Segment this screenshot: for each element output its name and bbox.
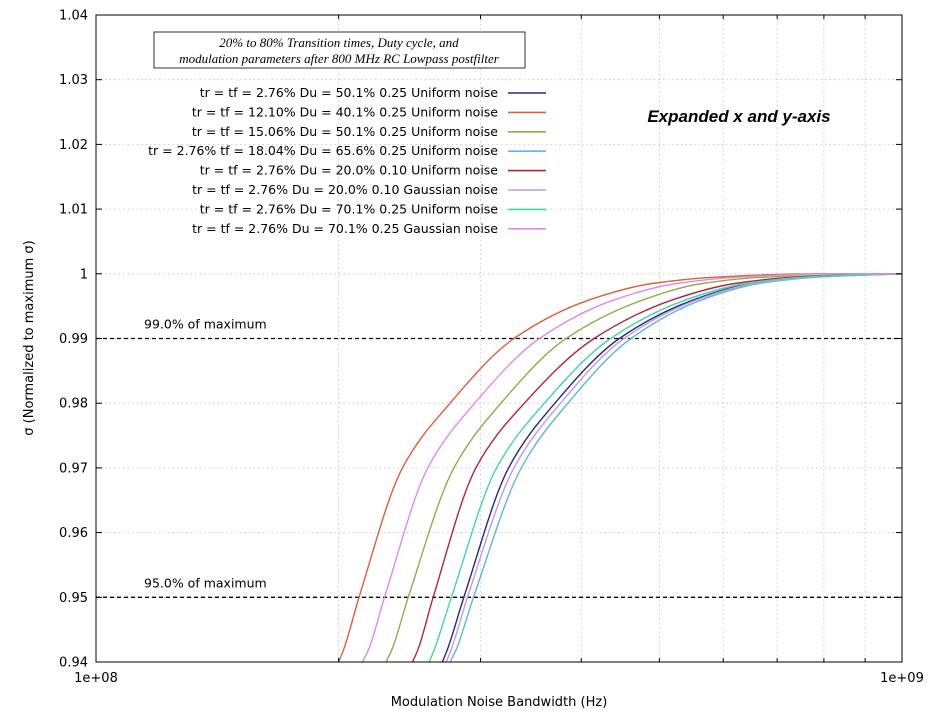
legend-label-8: tr = tf = 2.76% Du = 70.1% 0.25 Gaussian…	[192, 221, 498, 236]
y-tick-label: 1.01	[59, 203, 88, 218]
series-line-7	[428, 273, 903, 663]
reference-lines: 99.0% of maximum 95.0% of maximum	[96, 317, 902, 598]
reference-label: 95.0% of maximum	[144, 575, 267, 590]
y-tick-label: 0.98	[59, 397, 88, 412]
x-tick-label: 1e+09	[880, 671, 924, 686]
y-tick-label: 0.97	[59, 461, 88, 476]
legend-label-3: tr = tf = 15.06% Du = 50.1% 0.25 Uniform…	[192, 124, 498, 139]
legend-label-5: tr = tf = 2.76% Du = 20.0% 0.10 Uniform …	[200, 163, 499, 178]
y-axis-label: σ (Normalized to maximum σ)	[22, 240, 37, 435]
y-tick-label: 1.03	[59, 73, 88, 88]
axis-ticks: 0.94 0.95 0.96 0.97 0.98 0.99 1 1.01 1.02 1.03 1.0…	[59, 9, 924, 687]
x-axis-label: Modulation Noise Bandwidth (Hz)	[391, 695, 608, 710]
chart-title-line-2: modulation parameters after 800 MHz RC L…	[179, 51, 500, 66]
legend-label-2: tr = tf = 12.10% Du = 40.1% 0.25 Uniform…	[192, 104, 498, 119]
y-tick-label: 1.02	[59, 138, 88, 153]
y-tick-label: 0.94	[59, 656, 88, 671]
legend-label-6: tr = tf = 2.76% Du = 20.0% 0.10 Gaussian…	[192, 182, 498, 197]
chart-title-line-1: 20% to 80% Transition times, Duty cycle,…	[219, 35, 459, 50]
y-tick-label: 0.95	[59, 591, 88, 606]
x-tick-label: 1e+08	[74, 671, 118, 686]
legend-label-7: tr = tf = 2.76% Du = 70.1% 0.25 Uniform …	[200, 201, 499, 216]
chart-annotation: Expanded x and y-axis	[647, 107, 830, 126]
y-tick-label: 1	[80, 267, 88, 282]
series-line-8	[361, 273, 902, 663]
series-line-5	[411, 273, 903, 663]
y-tick-label: 1.04	[59, 9, 88, 24]
y-tick-label: 0.96	[59, 526, 88, 541]
series-lines	[337, 273, 903, 663]
series-line-2	[337, 273, 902, 663]
chart-title-box: 20% to 80% Transition times, Duty cycle,…	[153, 31, 526, 69]
grid	[96, 15, 902, 662]
legend-label-4: tr = 2.76% tf = 18.04% Du = 65.6% 0.25 U…	[148, 143, 498, 158]
legend: tr = tf = 2.76% Du = 50.1% 0.25 Uniform …	[148, 85, 546, 236]
series-line-3	[385, 273, 903, 663]
legend-label-1: tr = tf = 2.76% Du = 50.1% 0.25 Uniform …	[200, 85, 499, 100]
series-line-6	[445, 273, 903, 663]
reference-label: 99.0% of maximum	[144, 317, 267, 332]
y-tick-label: 0.99	[59, 332, 88, 347]
